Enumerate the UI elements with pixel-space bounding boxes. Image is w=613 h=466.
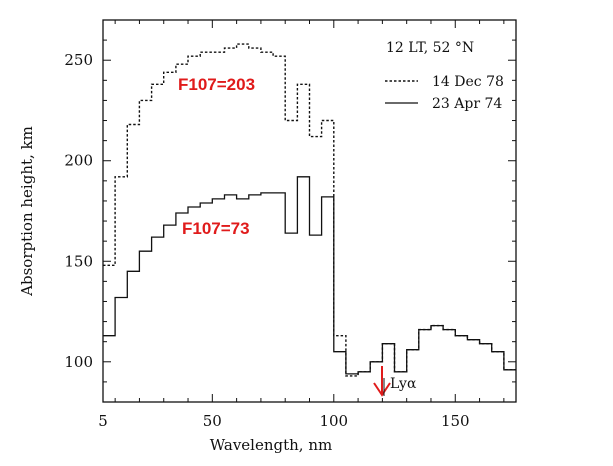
x-tick-label: 100 bbox=[319, 412, 348, 430]
y-axis-label: Absorption height, km bbox=[18, 126, 36, 297]
legend: 12 LT, 52 °N 14 Dec 78 23 Apr 74 bbox=[385, 40, 504, 112]
y-tick-label: 200 bbox=[64, 152, 93, 170]
legend-label-apr74: 23 Apr 74 bbox=[432, 96, 502, 112]
x-tick-label: 150 bbox=[441, 412, 470, 430]
series-apr74-line bbox=[103, 176, 516, 375]
annotation-f107-73: F107=73 bbox=[182, 219, 250, 238]
lyman-alpha-marker: Lyα bbox=[373, 366, 417, 397]
legend-label-dec78: 14 Dec 78 bbox=[432, 74, 504, 90]
y-tick-label: 250 bbox=[64, 51, 93, 69]
series-layer bbox=[103, 43, 516, 377]
annotation-f107-203: F107=203 bbox=[178, 75, 255, 94]
tick-labels: 5 50 100 150 100 150 200 250 bbox=[64, 51, 469, 430]
x-tick-label: 50 bbox=[203, 412, 222, 430]
lya-arrow-head bbox=[373, 382, 391, 397]
y-tick-label: 100 bbox=[64, 353, 93, 371]
x-axis-label: Wavelength, nm bbox=[210, 436, 332, 454]
y-tick-label: 150 bbox=[64, 252, 93, 270]
legend-header: 12 LT, 52 °N bbox=[386, 40, 474, 56]
plot-area: 5 50 100 150 100 150 200 250 bbox=[64, 19, 517, 430]
axis-ticks bbox=[103, 20, 516, 402]
lya-label: Lyα bbox=[390, 376, 417, 392]
x-tick-label: 5 bbox=[98, 412, 108, 430]
